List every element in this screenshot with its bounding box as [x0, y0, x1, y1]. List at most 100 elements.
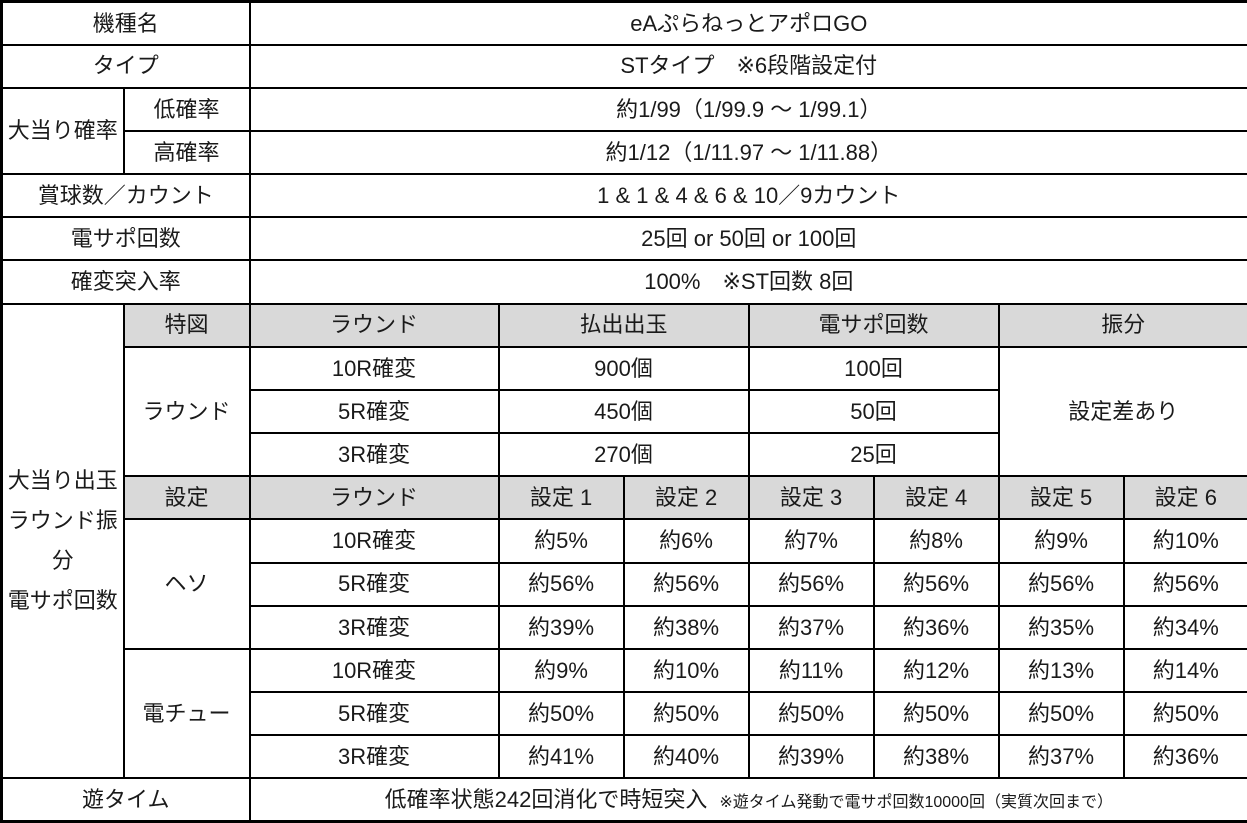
densapo-label: 電サポ回数: [0, 216, 251, 262]
setting-value-cell: 約56%: [747, 561, 875, 607]
setting-value-cell: 約6%: [622, 518, 750, 564]
setting-value-cell: 約9%: [997, 518, 1125, 564]
setting-value-cell: 約41%: [497, 734, 625, 780]
payout-section-label-line: 電サポ回数: [7, 587, 118, 613]
payout-cell: 450個: [497, 388, 750, 435]
setting-value-cell: 約39%: [497, 604, 625, 650]
header-densapo: 電サポ回数: [747, 302, 1000, 348]
setting-value-cell: 約56%: [622, 561, 750, 607]
low-rate-value: 約1/99（1/99.9 ～ 1/99.1）: [248, 86, 1247, 132]
header-setting-6: 設定 6: [1122, 475, 1247, 521]
header-setting-5: 設定 5: [997, 475, 1125, 521]
yutime-label: 遊タイム: [0, 777, 251, 823]
round-name-cell: 5R確変: [248, 561, 500, 607]
setting-value-cell: 約50%: [872, 690, 1000, 737]
low-rate-label: 低確率: [122, 86, 251, 132]
header-setting-round: ラウンド: [248, 475, 500, 521]
setting-value-cell: 約34%: [1122, 604, 1247, 650]
setting-value-cell: 約56%: [872, 561, 1000, 607]
round-name-cell: 3R確変: [248, 432, 500, 478]
densapo-cell: 100回: [747, 345, 1000, 391]
heso-group-label: ヘソ: [122, 518, 251, 650]
furiwake-value: 設定差あり: [997, 345, 1247, 478]
setting-value-cell: 約56%: [1122, 561, 1247, 607]
yutime-value: 低確率状態242回消化で時短突入: [384, 786, 708, 812]
jackpot-rate-label: 大当り確率: [0, 86, 125, 176]
denchu-group-label: 電チュー: [122, 647, 251, 780]
high-rate-value: 約1/12（1/11.97 ～ 1/11.88）: [248, 129, 1247, 176]
round-name-cell: 3R確変: [248, 734, 500, 780]
header-furiwake: 振分: [997, 302, 1247, 348]
round-group-label: ラウンド: [122, 345, 251, 478]
payout-cell: 270個: [497, 432, 750, 478]
setting-value-cell: 約36%: [872, 604, 1000, 650]
row-jackpot-low: 大当り確率 低確率 約1/99（1/99.9 ～ 1/99.1）: [0, 86, 1247, 176]
yutime-note: ※遊タイム発動で電サポ回数10000回（実質次回まで）: [719, 793, 1113, 811]
setting-value-cell: 約56%: [497, 561, 625, 607]
setting-value-cell: 約35%: [997, 604, 1125, 650]
row-densapo: 電サポ回数 25回 or 50回 or 100回: [0, 216, 1247, 262]
round-name-cell: 10R確変: [248, 518, 500, 564]
type-label: タイプ: [0, 43, 251, 89]
heso-row-10r: ヘソ 10R確変 約5% 約6% 約7% 約8% 約9% 約10%: [2, 518, 1247, 650]
row-round-header: 大当り出玉 ラウンド振 分 電サポ回数 特図 ラウンド 払出出玉 電サポ回数 振…: [0, 302, 1247, 780]
setting-value-cell: 約5%: [497, 518, 625, 564]
row-type: タイプ STタイプ ※6段階設定付: [0, 43, 1247, 89]
setting-value-cell: 約36%: [1122, 734, 1247, 780]
header-setting-3: 設定 3: [747, 475, 875, 521]
round-row-3r: 3R確変 270個 25回: [2, 432, 1247, 478]
header-payout: 払出出玉: [497, 302, 750, 348]
payout-section-label-line: 分: [51, 547, 74, 573]
setting-value-cell: 約14%: [1122, 647, 1247, 694]
heso-row-5r: 5R確変 約56% 約56% 約56% 約56% 約56% 約56%: [2, 561, 1247, 607]
kakuhen-label: 確変突入率: [0, 259, 251, 305]
setting-value-cell: 約39%: [747, 734, 875, 780]
setting-value-cell: 約7%: [747, 518, 875, 564]
row-jackpot-high: 高確率 約1/12（1/11.97 ～ 1/11.88）: [2, 129, 1247, 176]
payout-section-label-line: 大当り出玉: [7, 467, 118, 493]
setting-value-cell: 約38%: [872, 734, 1000, 780]
row-prize-count: 賞球数／カウント 1 & 1 & 4 & 6 & 10／9カウント: [0, 173, 1247, 219]
densapo-cell: 50回: [747, 388, 1000, 435]
setting-value-cell: 約10%: [1122, 518, 1247, 564]
round-name-cell: 10R確変: [248, 345, 500, 391]
setting-value-cell: 約12%: [872, 647, 1000, 694]
setting-value-cell: 約9%: [497, 647, 625, 694]
yutime-value-cell: 低確率状態242回消化で時短突入 ※遊タイム発動で電サポ回数10000回（実質次回…: [248, 777, 1247, 823]
row-machine-name: 機種名 eAぷらねっとアポロGO: [0, 0, 1247, 46]
row-setting-header: 設定 ラウンド 設定 1 設定 2 設定 3 設定 4 設定 5 設定 6: [2, 475, 1247, 521]
row-kakuhen: 確変突入率 100% ※ST回数 8回: [0, 259, 1247, 305]
setting-value-cell: 約11%: [747, 647, 875, 694]
setting-value-cell: 約37%: [747, 604, 875, 650]
setting-value-cell: 約56%: [997, 561, 1125, 607]
round-name-cell: 5R確変: [248, 388, 500, 435]
round-name-cell: 5R確変: [248, 690, 500, 737]
denchu-row-5r: 5R確変 約50% 約50% 約50% 約50% 約50% 約50%: [2, 690, 1247, 737]
setting-value-cell: 約50%: [1122, 690, 1247, 737]
header-round: ラウンド: [248, 302, 500, 348]
machine-name-value: eAぷらねっとアポロGO: [248, 0, 1247, 46]
payout-section-label: 大当り出玉 ラウンド振 分 電サポ回数: [0, 302, 125, 780]
densapo-value: 25回 or 50回 or 100回: [248, 216, 1247, 262]
round-name-cell: 3R確変: [248, 604, 500, 650]
round-row-10r: ラウンド 10R確変 900個 100回 設定差あり: [2, 345, 1247, 478]
payout-cell: 900個: [497, 345, 750, 391]
high-rate-label: 高確率: [122, 129, 251, 176]
header-setting-4: 設定 4: [872, 475, 1000, 521]
setting-value-cell: 約50%: [747, 690, 875, 737]
setting-value-cell: 約38%: [622, 604, 750, 650]
round-row-5r: 5R確変 450個 50回: [2, 388, 1247, 435]
header-setting-1: 設定 1: [497, 475, 625, 521]
densapo-cell: 25回: [747, 432, 1000, 478]
round-name-cell: 10R確変: [248, 647, 500, 694]
denchu-row-3r: 3R確変 約41% 約40% 約39% 約38% 約37% 約36%: [2, 734, 1247, 780]
header-setting: 設定: [122, 475, 251, 521]
header-tokuzu: 特図: [122, 302, 251, 348]
type-value: STタイプ ※6段階設定付: [248, 43, 1247, 89]
kakuhen-value: 100% ※ST回数 8回: [248, 259, 1247, 305]
prize-count-value: 1 & 1 & 4 & 6 & 10／9カウント: [248, 173, 1247, 219]
header-setting-2: 設定 2: [622, 475, 750, 521]
setting-value-cell: 約13%: [997, 647, 1125, 694]
denchu-row-10r: 電チュー 10R確変 約9% 約10% 約11% 約12% 約13% 約14%: [2, 647, 1247, 780]
